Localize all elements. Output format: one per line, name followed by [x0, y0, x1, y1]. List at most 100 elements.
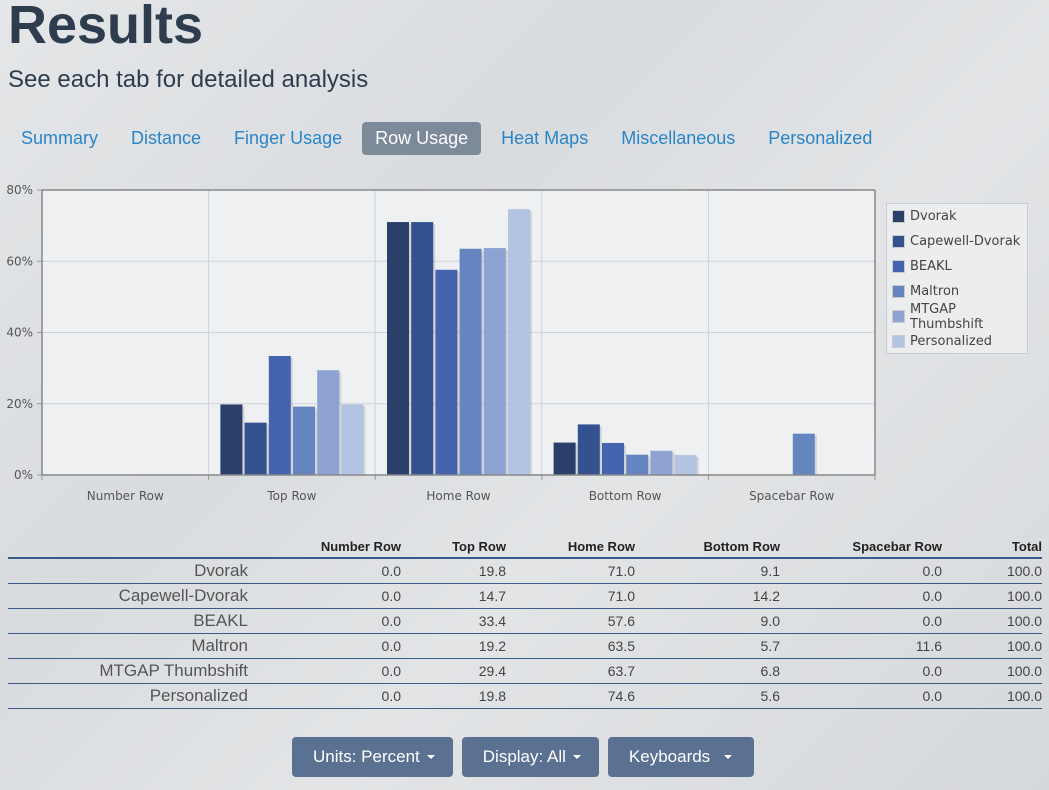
table-cell: 0.0 [780, 583, 942, 609]
table-cell: 63.7 [506, 658, 635, 684]
tab-personalized[interactable]: Personalized [768, 128, 873, 148]
table-row: MTGAP Thumbshift 0.0 29.4 63.7 6.8 0.0 100.0 [8, 658, 1042, 684]
bar [317, 370, 340, 475]
table-cell: 19.8 [401, 683, 506, 709]
row-usage-chart: 0% 20% 40% 60% 80% Number Row Top Row Home Row B… [6, 183, 876, 503]
legend-swatch [892, 310, 905, 323]
table-cell: 14.2 [635, 583, 780, 609]
table-cell: 57.6 [506, 608, 635, 634]
table-cell: 29.4 [401, 658, 506, 684]
table-row-name: Maltron [8, 633, 248, 659]
display-dropdown-label: Display: All [482, 747, 566, 766]
table-row-name: MTGAP Thumbshift [8, 658, 248, 684]
table-header [8, 535, 248, 559]
table-cell: 0.0 [780, 558, 942, 584]
legend-swatch [892, 210, 905, 223]
bar [626, 454, 649, 475]
table-cell: 0.0 [780, 683, 942, 709]
legend-swatch [892, 260, 905, 273]
table-row: Dvorak 0.0 19.8 71.0 9.1 0.0 100.0 [8, 558, 1042, 584]
table-cell: 63.5 [506, 633, 635, 659]
legend-item: Capewell-Dvorak [887, 229, 1027, 254]
table-cell: 0.0 [248, 683, 401, 709]
keyboards-dropdown-label: Keyboards [628, 747, 711, 766]
legend-label: BEAKL [910, 259, 952, 274]
bar [508, 209, 530, 476]
table-header: Total [942, 535, 1042, 559]
table-row-name: BEAKL [8, 608, 248, 634]
table-row: Personalized 0.0 19.8 74.6 5.6 0.0 100.0 [8, 683, 1042, 709]
bar [220, 404, 243, 475]
bar [553, 442, 576, 475]
control-buttons: Units: Percent Display: All Keyboards [292, 737, 763, 777]
table-cell: 0.0 [780, 608, 942, 634]
table-cell: 100.0 [942, 683, 1042, 709]
bar [293, 406, 315, 475]
legend-label: Dvorak [910, 209, 957, 224]
bar [268, 356, 291, 475]
table-cell: 0.0 [248, 633, 401, 659]
tab-distance[interactable]: Distance [131, 128, 202, 148]
table-cell: 0.0 [248, 658, 401, 684]
table-row-name: Personalized [8, 683, 248, 709]
table-cell: 11.6 [780, 633, 942, 659]
bar [674, 455, 697, 475]
table-header-row: Number Row Top Row Home Row Bottom Row S… [8, 535, 1042, 559]
legend-swatch [892, 235, 905, 248]
table-cell: 5.6 [635, 683, 780, 709]
tab-heat-maps[interactable]: Heat Maps [501, 128, 589, 148]
table-cell: 5.7 [635, 633, 780, 659]
table-row: BEAKL 0.0 33.4 57.6 9.0 0.0 100.0 [8, 608, 1042, 634]
chart-legend: Dvorak Capewell-Dvorak BEAKL Maltron MTGAP T… [886, 203, 1028, 354]
legend-swatch [892, 285, 905, 298]
table-header: Number Row [248, 535, 401, 559]
tab-bar: Summary Distance Finger Usage Row Usage … [8, 122, 892, 155]
caret-down-icon [724, 755, 733, 759]
table-cell: 9.0 [635, 608, 780, 634]
x-tick-label: Spacebar Row [749, 489, 834, 503]
table-cell: 0.0 [248, 608, 401, 634]
legend-label: MTGAP Thumbshift [910, 301, 984, 332]
caret-down-icon [572, 755, 581, 759]
keyboards-dropdown-button[interactable]: Keyboards [607, 737, 755, 777]
page-title: Results [8, 0, 204, 55]
bar [459, 248, 482, 475]
y-tick-label: 20% [6, 397, 33, 411]
tab-summary[interactable]: Summary [21, 128, 99, 148]
table-cell: 14.7 [401, 583, 506, 609]
units-dropdown-button[interactable]: Units: Percent [292, 737, 453, 777]
units-dropdown-label: Units: Percent [313, 747, 420, 766]
legend-item: Personalized [887, 329, 1027, 354]
table-cell: 0.0 [248, 558, 401, 584]
y-tick-label: 0% [14, 468, 33, 482]
table-cell: 71.0 [506, 583, 635, 609]
table-row: Maltron 0.0 19.2 63.5 5.7 11.6 100.0 [8, 633, 1042, 659]
bar [650, 450, 673, 475]
legend-label: Personalized [910, 334, 992, 349]
tab-finger-usage[interactable]: Finger Usage [234, 128, 343, 148]
caret-down-icon [426, 755, 435, 759]
table-cell: 0.0 [248, 583, 401, 609]
table-row: Capewell-Dvorak 0.0 14.7 71.0 14.2 0.0 100.0 [8, 583, 1042, 609]
bar [387, 222, 409, 475]
display-dropdown-button[interactable]: Display: All [461, 737, 599, 777]
bar [602, 442, 624, 475]
table-cell: 74.6 [506, 683, 635, 709]
table-cell: 71.0 [506, 558, 635, 584]
table-cell: 19.2 [401, 633, 506, 659]
table-header: Bottom Row [635, 535, 780, 559]
tab-miscellaneous[interactable]: Miscellaneous [621, 128, 736, 148]
row-usage-table: Number Row Top Row Home Row Bottom Row S… [8, 535, 1042, 709]
table-cell: 19.8 [401, 558, 506, 584]
legend-swatch [892, 335, 905, 348]
table-cell: 100.0 [942, 608, 1042, 634]
x-tick-label: Number Row [87, 489, 164, 503]
x-tick-label: Top Row [266, 489, 316, 503]
bar [341, 404, 364, 475]
bar [435, 269, 458, 475]
table-cell: 9.1 [635, 558, 780, 584]
y-tick-label: 60% [6, 254, 33, 268]
bar [792, 433, 815, 475]
x-tick-label: Bottom Row [589, 489, 662, 503]
tab-row-usage[interactable]: Row Usage [362, 122, 482, 155]
